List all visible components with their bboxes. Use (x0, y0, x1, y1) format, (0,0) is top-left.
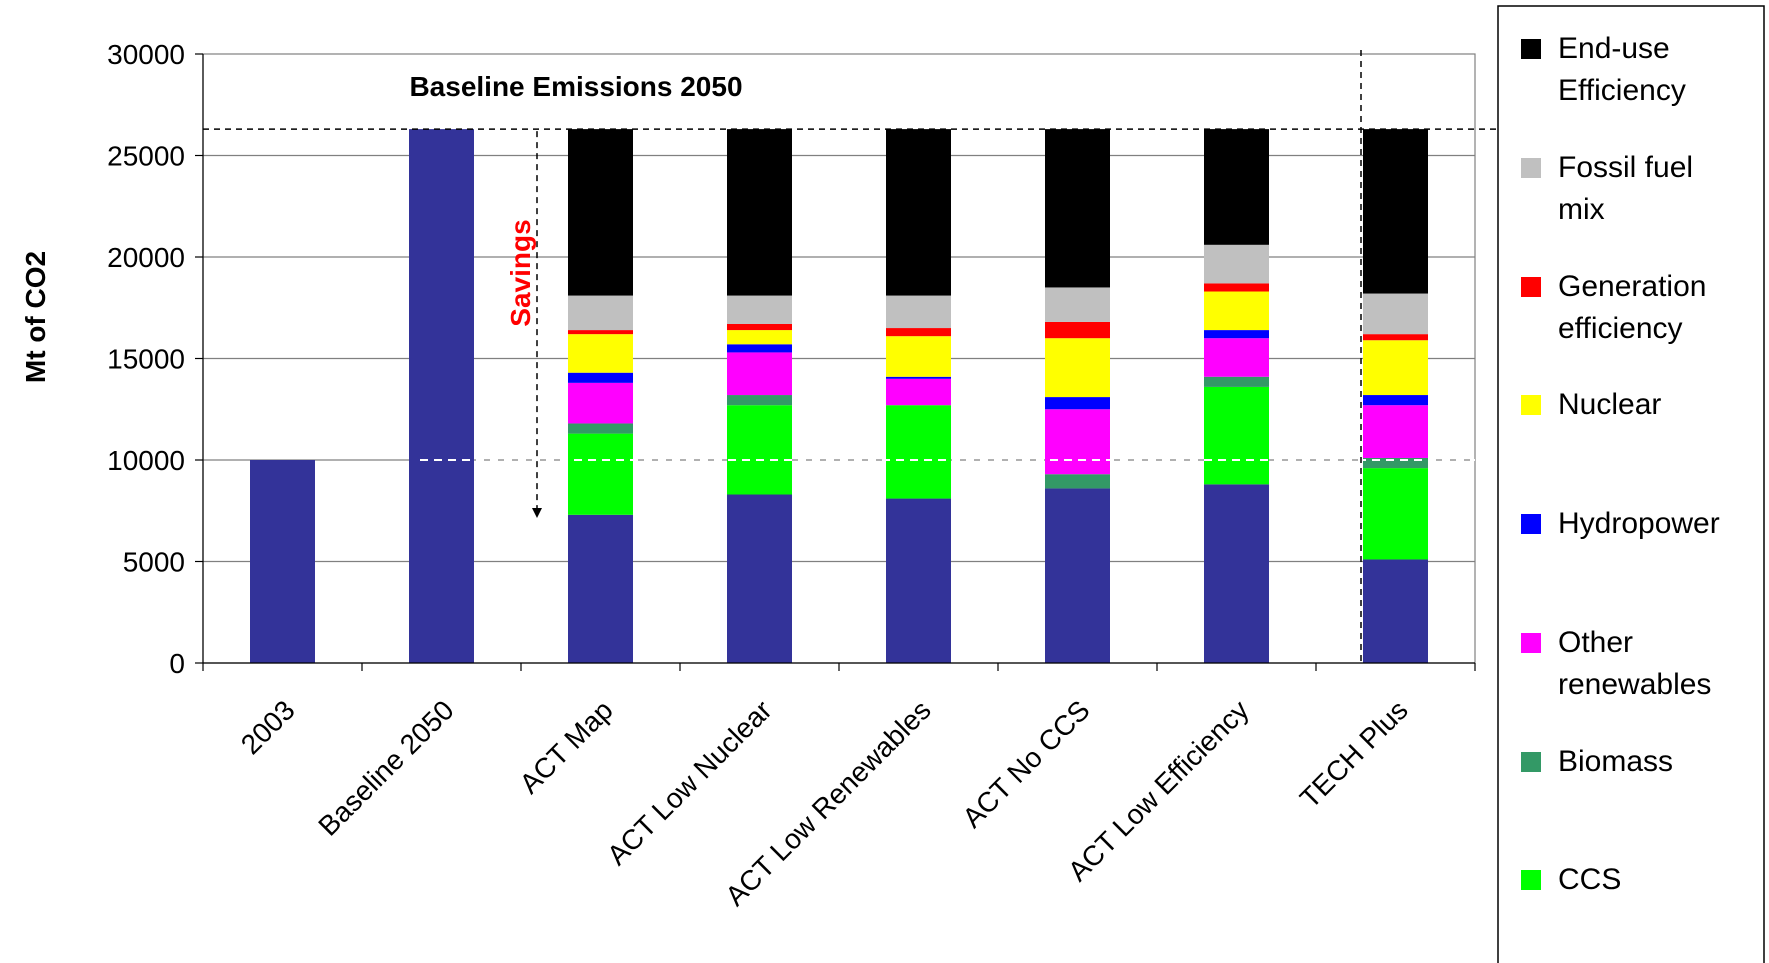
bar-segment (886, 328, 951, 337)
bar-segment (1045, 397, 1110, 410)
legend-box (1497, 5, 1765, 963)
legend-label-line: mix (1558, 193, 1605, 226)
bar-segment (568, 372, 633, 383)
legend-swatch (1521, 277, 1541, 297)
bar-segment (568, 423, 633, 434)
bar-segment (1204, 330, 1269, 339)
bar-segment (1204, 484, 1269, 663)
bar-segment (886, 295, 951, 329)
bar-segment (1363, 457, 1428, 469)
bar-segment (886, 336, 951, 377)
savings-label: Savings (505, 219, 536, 326)
bar-segment (1204, 386, 1269, 485)
legend-label-line: Other (1558, 626, 1633, 659)
bar-segment (1045, 488, 1110, 663)
legend-label: Nuclear (1558, 388, 1661, 421)
legend-swatch (1521, 633, 1541, 653)
bar-segment (409, 129, 474, 664)
legend-swatch (1521, 158, 1541, 178)
bar-segment (1363, 405, 1428, 458)
bar-segment (1204, 338, 1269, 377)
legend-label-line: Fossil fuel (1558, 151, 1693, 184)
legend-label-line: CCS (1558, 863, 1621, 896)
legend-label-line: Generation (1558, 270, 1706, 303)
legend-label-line: Nuclear (1558, 388, 1661, 421)
legend-label: End-use Efficiency (1558, 32, 1686, 107)
legend-label-line: renewables (1558, 668, 1711, 701)
legend-label: Hydropower (1558, 507, 1720, 540)
bar-segment (250, 460, 315, 663)
bar-segment (568, 433, 633, 515)
bars (250, 129, 1428, 664)
legend-label-line: Hydropower (1558, 507, 1720, 540)
bar-segment (886, 405, 951, 499)
bar-segment (727, 352, 792, 396)
bar-segment (727, 295, 792, 324)
savings-arrowhead (532, 508, 542, 518)
y-tick-label: 5000 (123, 547, 185, 578)
bar-segment (1045, 287, 1110, 322)
bar-segment (1045, 474, 1110, 489)
bar-segment (1204, 129, 1269, 245)
legend-label: Other renewables (1558, 626, 1711, 701)
y-tick-label: 30000 (107, 39, 185, 70)
bar-segment (727, 129, 792, 296)
bar-segment (727, 494, 792, 663)
legend-label: CCS (1558, 863, 1621, 896)
y-axis-label: Mt of CO2 (20, 251, 51, 383)
bar-segment (1363, 340, 1428, 396)
bar-segment (1363, 468, 1428, 560)
baseline-emissions-label: Baseline Emissions 2050 (409, 71, 742, 102)
legend-swatch (1521, 514, 1541, 534)
y-tick-label: 0 (169, 648, 185, 679)
y-tick-label: 25000 (107, 141, 185, 172)
bar-segment (1045, 338, 1110, 398)
bar-segment (1363, 334, 1428, 341)
overlays (203, 50, 1536, 663)
bar-segment (886, 378, 951, 406)
bar-segment (1363, 395, 1428, 406)
bar-segment (1204, 283, 1269, 292)
y-tick-label: 15000 (107, 344, 185, 375)
legend-label-line: efficiency (1558, 312, 1683, 345)
legend-label-line: End-use (1558, 32, 1670, 65)
bar-segment (727, 395, 792, 406)
bar-segment (568, 295, 633, 331)
bar-segment (886, 129, 951, 296)
bar-segment (1204, 291, 1269, 331)
bar-segment (1045, 129, 1110, 288)
legend-label: Generation efficiency (1558, 270, 1706, 345)
bar-segment (1363, 129, 1428, 294)
bar-segment (727, 323, 792, 331)
bar-segment (1363, 293, 1428, 335)
bar-segment (1204, 376, 1269, 387)
bar-segment (568, 514, 633, 663)
bar-segment (1045, 321, 1110, 339)
bar-segment (1363, 559, 1428, 663)
bar-segment (727, 330, 792, 345)
bar-segment (568, 129, 633, 296)
legend-swatch (1521, 395, 1541, 415)
bar-segment (568, 330, 633, 335)
legend-swatch (1521, 870, 1541, 890)
bar-segment (1204, 244, 1269, 284)
legend-swatch (1521, 752, 1541, 772)
legend: End-use Efficiency Fossil fuel mix Generatio… (1497, 5, 1765, 963)
y-tick-label: 10000 (107, 445, 185, 476)
bar-segment (568, 334, 633, 373)
bar-segment (727, 405, 792, 495)
bar-segment (886, 498, 951, 663)
bar-segment (568, 382, 633, 424)
legend-label-line: Efficiency (1558, 74, 1686, 107)
legend-swatch (1521, 39, 1541, 59)
legend-label-line: Biomass (1558, 745, 1673, 778)
bar-segment (886, 376, 951, 379)
bar-segment (727, 344, 792, 353)
bar-segment (1045, 409, 1110, 475)
legend-label: Fossil fuel mix (1558, 151, 1693, 226)
y-tick-label: 20000 (107, 242, 185, 273)
legend-label: Biomass (1558, 745, 1673, 778)
